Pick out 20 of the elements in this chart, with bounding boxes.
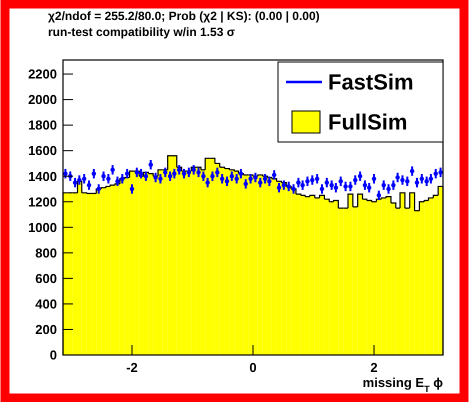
y-tick-label: 2000: [28, 92, 57, 108]
x-tick-label: -2: [126, 360, 138, 375]
y-tick-label: 1800: [28, 118, 57, 133]
y-tick-label: 1200: [28, 194, 57, 210]
x-tick-label: 2: [370, 360, 378, 375]
x-axis-title: missing E$_{T}$ ϕ: [362, 375, 444, 394]
y-tick-label: 200: [35, 322, 57, 338]
y-tick-label: 0: [50, 348, 57, 363]
legend-label: FullSim: [328, 110, 408, 135]
y-tick-label: 800: [35, 245, 57, 260]
y-tick-label: 2200: [28, 66, 57, 82]
y-tick-label: 1000: [28, 220, 57, 235]
legend-label: FastSim: [328, 70, 414, 95]
y-tick-label: 600: [35, 270, 57, 286]
y-tick-label: 400: [35, 296, 57, 312]
x-tick-label: 0: [249, 360, 257, 375]
y-tick-label: 1600: [28, 143, 57, 158]
chart-subtitle: run-test compatibility w/in 1.53 σ: [48, 25, 235, 39]
chart-title: χ2/ndof = 255.2/80.0; Prob (χ2 | KS): (0.00 | 0.00): [48, 9, 320, 23]
y-tick-label: 1400: [28, 168, 57, 184]
